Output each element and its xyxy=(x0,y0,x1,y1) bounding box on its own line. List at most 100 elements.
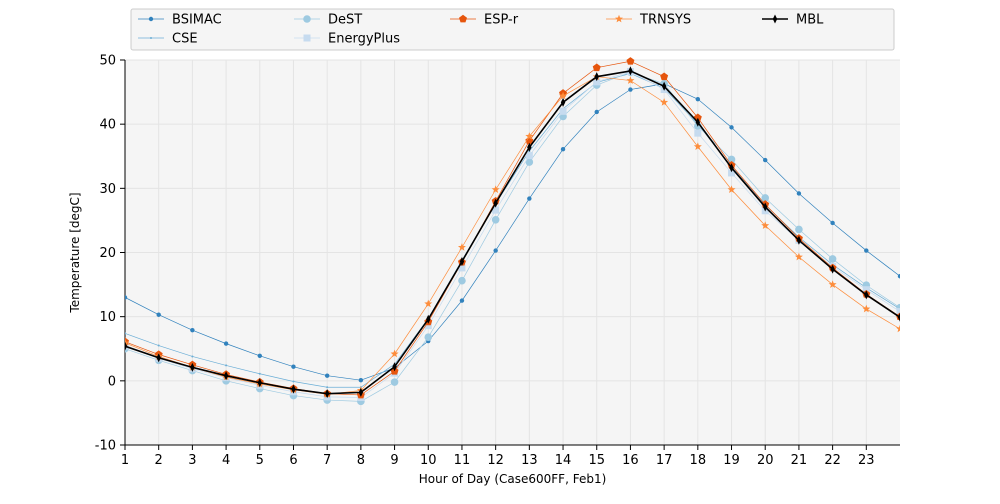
y-tick-label: 40 xyxy=(99,118,116,133)
data-point-trnsys xyxy=(693,142,702,151)
legend-item-bsimac[interactable]: BSIMAC xyxy=(138,13,222,28)
legend-item-dest[interactable]: DeST xyxy=(294,13,362,28)
data-point-energyplus xyxy=(559,107,567,115)
data-point-mbl xyxy=(830,264,835,274)
series-line-mbl xyxy=(125,70,900,395)
legend-label-mbl: MBL xyxy=(796,13,824,28)
data-point-bsimac xyxy=(594,109,599,115)
y-tick-label: -10 xyxy=(95,439,116,454)
data-point-energyplus xyxy=(694,129,702,137)
legend-marker-trnsys xyxy=(615,14,623,23)
data-point-mbl xyxy=(223,371,229,381)
x-tick-label: 9 xyxy=(390,453,398,468)
data-point-bsimac xyxy=(324,373,330,378)
data-point-cse xyxy=(191,355,194,358)
data-point-mbl xyxy=(257,378,262,388)
data-point-mbl xyxy=(560,97,566,107)
data-point-bsimac xyxy=(864,248,869,253)
x-tick-label: 11 xyxy=(454,453,471,468)
data-point-mbl xyxy=(190,362,195,372)
legend-item-esp-r[interactable]: ESP-r xyxy=(450,13,519,28)
data-point-mbl xyxy=(897,312,900,322)
legend-item-cse[interactable]: CSE xyxy=(138,32,198,47)
data-point-trnsys xyxy=(390,349,399,358)
data-point-energyplus xyxy=(424,322,432,330)
x-axis-label: Hour of Day (Case600FF, Feb1) xyxy=(419,472,607,486)
legend-label-dest: DeST xyxy=(328,13,362,28)
data-point-trnsys xyxy=(727,185,736,194)
data-point-energyplus xyxy=(728,169,736,177)
data-point-bsimac xyxy=(493,248,498,253)
y-tick-label: 50 xyxy=(99,54,116,69)
data-point-bsimac xyxy=(291,364,296,369)
grid xyxy=(124,59,900,446)
x-tick-label: 15 xyxy=(588,453,605,468)
data-point-cse xyxy=(125,332,126,335)
data-point-cse xyxy=(225,364,228,367)
data-point-trnsys xyxy=(457,243,466,251)
data-point-bsimac xyxy=(156,312,161,317)
data-point-trnsys xyxy=(660,98,669,106)
legend-marker-energyplus xyxy=(303,34,311,42)
x-tick-label: 8 xyxy=(357,453,365,468)
legend-marker-bsimac xyxy=(148,16,154,22)
data-point-bsimac xyxy=(527,196,532,201)
series-line-trnsys xyxy=(125,76,900,395)
x-tick-label: 7 xyxy=(323,453,331,468)
legend-item-energyplus[interactable]: EnergyPlus xyxy=(294,32,400,47)
data-point-dest xyxy=(727,155,736,164)
x-tick-label: 18 xyxy=(690,453,707,468)
data-point-mbl xyxy=(763,202,768,212)
axes: 1 2 3 4 5 6 7 8 9 10 11 12 13 14 15 16 17 18 19 20 21 22 23-10… xyxy=(95,54,900,468)
data-point-trnsys xyxy=(491,185,500,194)
data-point-dest xyxy=(424,333,433,342)
data-point-bsimac xyxy=(695,96,701,102)
data-point-cse xyxy=(326,386,329,389)
x-tick-label: 3 xyxy=(188,453,196,468)
data-point-bsimac xyxy=(763,157,768,163)
series-line-energyplus xyxy=(125,71,900,398)
data-point-mbl xyxy=(729,163,734,173)
data-point-dest xyxy=(828,255,837,263)
x-tick-label: 1 xyxy=(121,453,129,468)
x-tick-label: 19 xyxy=(723,453,740,468)
x-tick-label: 20 xyxy=(757,453,774,468)
data-point-bsimac xyxy=(190,327,195,333)
x-tick-label: 14 xyxy=(555,453,572,468)
data-point-mbl xyxy=(493,198,498,208)
legend-label-cse: CSE xyxy=(172,32,198,47)
data-point-mbl xyxy=(324,389,330,399)
y-tick-label: 10 xyxy=(99,310,116,325)
data-point-mbl xyxy=(527,142,532,152)
x-tick-label: 5 xyxy=(256,453,264,468)
legend-marker-esp-r xyxy=(459,14,467,23)
x-tick-label: 16 xyxy=(622,453,639,468)
data-point-trnsys xyxy=(559,91,568,100)
legend-item-trnsys[interactable]: TRNSYS xyxy=(606,13,691,28)
data-point-esp-r xyxy=(592,63,601,72)
x-tick-label: 23 xyxy=(858,453,875,468)
legend-marker-cse xyxy=(150,37,152,39)
data-point-mbl xyxy=(156,353,161,363)
data-point-mbl xyxy=(125,341,128,351)
legend-item-mbl[interactable]: MBL xyxy=(762,13,824,28)
data-point-trnsys xyxy=(862,304,871,313)
series-group xyxy=(125,57,900,406)
data-point-bsimac xyxy=(358,377,364,383)
data-point-trnsys xyxy=(828,280,837,288)
data-point-trnsys xyxy=(424,299,433,308)
data-point-bsimac xyxy=(257,353,262,359)
data-point-mbl xyxy=(358,387,364,397)
data-point-mbl xyxy=(695,117,701,127)
y-tick-label: 30 xyxy=(99,182,116,197)
data-point-mbl xyxy=(661,81,667,91)
data-point-bsimac xyxy=(830,220,835,226)
data-point-energyplus xyxy=(593,78,601,86)
data-point-trnsys xyxy=(794,252,803,261)
data-point-trnsys xyxy=(626,76,635,84)
data-point-cse xyxy=(157,344,160,347)
data-point-cse xyxy=(292,380,295,383)
data-point-bsimac xyxy=(729,125,734,130)
legend[interactable]: BSIMAC CSE DeST EnergyPlus ESP-r TRNSYS MBL xyxy=(130,8,895,51)
